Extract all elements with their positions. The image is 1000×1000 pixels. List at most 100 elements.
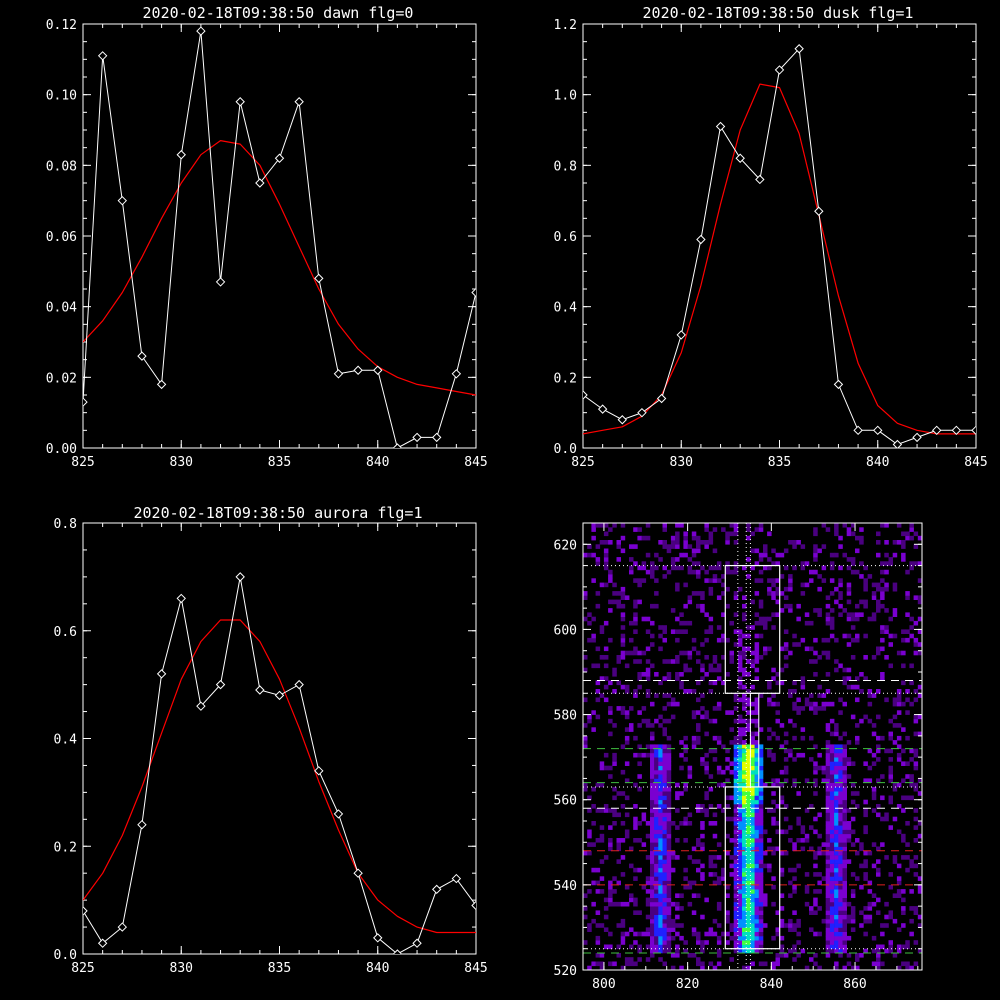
spectrogram-cell [901, 637, 906, 643]
spectrogram-cell [708, 565, 714, 571]
spectrogram-cell [666, 889, 672, 894]
spectrogram-cell [603, 552, 609, 558]
spectrogram-cell [775, 591, 780, 596]
spectrogram-cell [737, 944, 743, 950]
spectrogram-cell [750, 774, 755, 779]
spectrogram-cell [817, 846, 822, 852]
spectrogram-cell [666, 752, 672, 758]
spectrogram-cell [620, 923, 626, 928]
spectrogram-cell [742, 697, 747, 703]
spectrogram-cell [742, 774, 747, 779]
spectrogram-cell [863, 850, 868, 856]
spectrogram-cell [892, 633, 898, 639]
dawn-data-point [294, 97, 304, 107]
aurora-y-tick-label: 0.8 [54, 517, 77, 532]
spectrogram-cell [779, 646, 785, 652]
spectrogram-cell [633, 867, 638, 873]
spectrogram-cell [691, 646, 697, 652]
spectrogram-cell [771, 676, 776, 681]
spectrogram-cell [758, 829, 764, 835]
spectrogram-cell [750, 914, 755, 920]
spectrogram-cell [629, 897, 634, 903]
spectrogram-cell [783, 731, 789, 737]
spectrogram-cell [859, 672, 864, 677]
spectrogram-cell [633, 782, 638, 788]
spectrogram-cell [658, 774, 663, 779]
spectrogram-cell [742, 693, 747, 698]
spectrogram-cell [880, 774, 885, 779]
spectrogram-cell [867, 689, 873, 694]
spectrogram-cell [729, 816, 734, 822]
spectrogram-cell [809, 620, 814, 626]
spectrogram-cell [859, 535, 864, 541]
spectrogram-cell [838, 850, 843, 856]
spectrogram-cell [855, 804, 860, 809]
spectrogram-cell [658, 821, 663, 826]
spectrogram-cell [758, 838, 764, 843]
spectrogram-cell [662, 906, 667, 911]
spectrogram-cell [771, 850, 776, 856]
spectrogram-cell [834, 846, 839, 852]
spectrogram-cell [654, 838, 659, 843]
dawn-data-point [215, 277, 226, 287]
spectrogram-cell [788, 838, 793, 843]
spectrogram-cell [670, 901, 676, 907]
spectrogram-cell [758, 748, 764, 754]
spectrogram-cell [838, 884, 843, 890]
spectrogram-cell [662, 523, 667, 528]
spectrogram-cell [825, 914, 831, 920]
spectrogram-cell [650, 808, 655, 813]
spectrogram-cell [821, 523, 827, 528]
spectrogram-cell [750, 859, 755, 864]
spectrogram-cell [825, 778, 831, 783]
spectrogram-cell [662, 748, 667, 754]
spectrogram-cell [683, 782, 688, 788]
spectrogram-cell [650, 923, 655, 928]
spectrogram-cell [825, 910, 831, 915]
spectrogram-cell [750, 757, 755, 762]
spectrogram-cell [650, 901, 655, 907]
spectrogram-cell [737, 744, 743, 749]
spectrogram-cell [775, 680, 780, 686]
spectrogram-cell [829, 578, 835, 583]
spectrogram-cell [633, 578, 638, 583]
spectrogram-cell [838, 846, 843, 852]
spectrogram-cell [650, 761, 655, 766]
spectrogram-cell [909, 535, 914, 541]
spectrogram-cell [754, 944, 760, 950]
dawn-data-point [156, 379, 167, 390]
spectrogram-cell [725, 586, 730, 592]
spectrogram-cell [608, 706, 613, 711]
spectrogram-cell [863, 599, 868, 605]
spectrogram-cell [733, 910, 739, 915]
spectrogram-cell [913, 620, 919, 626]
spectrogram-cell [817, 706, 822, 711]
spectrogram-cell [662, 914, 667, 920]
spectrogram-cell [913, 816, 919, 822]
spectrogram-cell [800, 591, 806, 596]
spectrogram-cell [679, 523, 684, 528]
spectrogram-cell [696, 561, 701, 566]
spectrogram-cell [754, 612, 760, 617]
spectrogram-cell [742, 867, 747, 873]
spectrogram-cell [825, 850, 831, 856]
spectrogram-cell [863, 876, 868, 881]
spectrogram-cell [591, 961, 596, 967]
spectrogram-cell [675, 655, 680, 660]
spectrogram-cell [712, 863, 718, 869]
spectrogram-cell [867, 616, 873, 622]
spectrogram-cell [754, 833, 760, 839]
spectrogram-cell [662, 625, 667, 630]
spectrogram-cell [658, 761, 663, 766]
spectrogram-cell [834, 859, 839, 864]
spectrogram-cell [721, 612, 726, 617]
spectrogram-cell [650, 603, 655, 609]
spectrogram-cell [666, 782, 672, 788]
spectrogram-cell [742, 850, 747, 856]
spectrogram-cell [821, 637, 827, 643]
spectrogram-cell [834, 731, 839, 737]
spectrogram-cell [758, 655, 764, 660]
spectrogram-cell [850, 561, 856, 566]
spectrogram-cell [737, 761, 743, 766]
spectrogram-cell [725, 918, 730, 924]
